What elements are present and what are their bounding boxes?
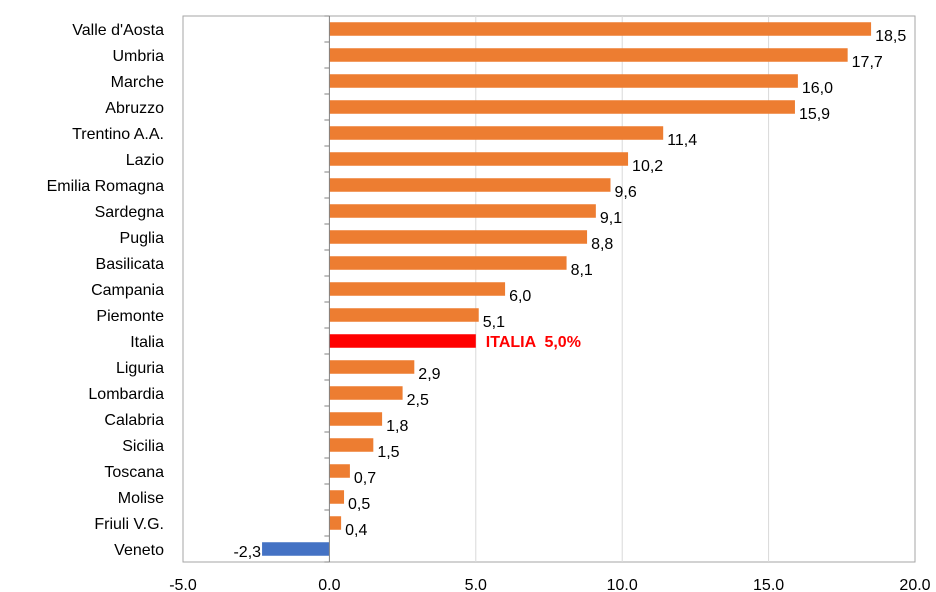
- bar: [329, 516, 342, 530]
- bars: [262, 22, 872, 556]
- bar: [329, 152, 629, 166]
- bar: [329, 100, 795, 114]
- value-label: 17,7: [852, 54, 883, 71]
- bar: [329, 256, 567, 270]
- bar: [329, 464, 350, 478]
- category-label: Lombardia: [88, 386, 164, 403]
- category-label: Friuli V.G.: [94, 516, 164, 533]
- bar: [329, 490, 345, 504]
- category-label: Lazio: [126, 152, 164, 169]
- bar: [329, 204, 596, 218]
- value-label: 0,5: [348, 496, 370, 513]
- category-label: Trentino A.A.: [72, 126, 164, 143]
- bar: [329, 412, 383, 426]
- plot-area: [182, 15, 916, 563]
- x-tick-label: 20.0: [899, 577, 930, 592]
- bar: [262, 542, 330, 556]
- value-label: 9,6: [614, 184, 636, 201]
- category-label: Marche: [111, 74, 164, 91]
- value-label: 11,4: [667, 132, 697, 149]
- bar: [329, 282, 506, 296]
- bar: [329, 230, 588, 244]
- value-label: 10,2: [632, 158, 663, 175]
- bar: [329, 386, 403, 400]
- value-label: 16,0: [802, 80, 833, 97]
- value-label: 1,5: [377, 444, 399, 461]
- category-label: Sardegna: [95, 204, 164, 221]
- bar: [329, 438, 374, 452]
- category-label: Molise: [118, 490, 164, 507]
- bar-highlight: [329, 334, 476, 348]
- value-label: 1,8: [386, 418, 408, 435]
- highlight-value-label: ITALIA 5,0%: [486, 334, 581, 351]
- category-label: Sicilia: [122, 438, 164, 455]
- value-label: 0,4: [345, 522, 367, 539]
- bar: [329, 178, 611, 192]
- value-label: 0,7: [354, 470, 376, 487]
- bar: [329, 308, 479, 322]
- labels: -5.0 0.0 5.0 10.0 15.0 20.0 Valle d'Aosta 18,5 U…: [47, 22, 931, 592]
- x-tick-label: 0.0: [318, 577, 340, 592]
- value-label: 2,5: [407, 392, 429, 409]
- value-label: 2,9: [418, 366, 440, 383]
- bar: [329, 22, 872, 36]
- category-label: Liguria: [116, 360, 164, 377]
- bar: [329, 126, 664, 140]
- category-label: Valle d'Aosta: [72, 22, 164, 39]
- category-label: Calabria: [104, 412, 164, 429]
- category-label: Abruzzo: [105, 100, 164, 117]
- category-label: Veneto: [114, 542, 164, 559]
- value-label: 5,1: [483, 314, 505, 331]
- value-label: 6,0: [509, 288, 531, 305]
- bar: [329, 48, 848, 62]
- value-label: 9,1: [600, 210, 622, 227]
- value-label: 8,8: [591, 236, 613, 253]
- category-label: Campania: [91, 282, 164, 299]
- category-label: Puglia: [120, 230, 165, 247]
- category-label: Emilia Romagna: [47, 178, 164, 195]
- value-label: -2,3: [233, 544, 261, 561]
- bar: [329, 74, 798, 88]
- category-label: Piemonte: [96, 308, 164, 325]
- category-label: Italia: [130, 334, 164, 351]
- bar: [329, 360, 415, 374]
- value-label: 8,1: [571, 262, 593, 279]
- x-tick-label: 5.0: [465, 577, 487, 592]
- x-tick-label: 10.0: [607, 577, 638, 592]
- x-tick-label: 15.0: [753, 577, 784, 592]
- value-label: 15,9: [799, 106, 830, 123]
- x-tick-label: -5.0: [169, 577, 197, 592]
- category-label: Toscana: [104, 464, 164, 481]
- category-label: Basilicata: [96, 256, 165, 273]
- value-label: 18,5: [875, 28, 906, 45]
- category-label: Umbria: [112, 48, 164, 65]
- axes: [324, 15, 330, 563]
